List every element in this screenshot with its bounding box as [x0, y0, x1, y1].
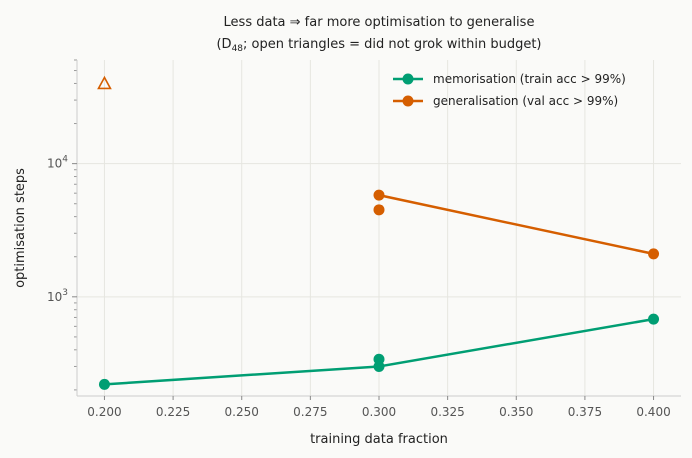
x-tick-labels: 0.200 0.225 0.250 0.275 0.300 0.325 0.350 0.375…	[87, 396, 671, 419]
title-line2-suffix: ; open triangles = did not grok within b…	[243, 37, 541, 52]
data-point	[648, 248, 660, 260]
chart-title-line2: (D48; open triangles = did not grok with…	[216, 37, 541, 54]
title-line2-subscript: 48	[232, 44, 244, 54]
x-tick-label: 0.225	[156, 405, 190, 419]
data-point	[373, 189, 385, 201]
y-tick-labels: 103 104	[47, 155, 77, 304]
data-point	[98, 378, 110, 390]
legend: memorisation (train acc > 99%) generalis…	[393, 72, 626, 108]
x-tick-label: 0.400	[636, 405, 670, 419]
series-layer	[97, 75, 660, 390]
x-tick-label: 0.375	[568, 405, 602, 419]
y-axis-label: optimisation steps	[13, 168, 28, 288]
x-tick-label: 0.325	[430, 405, 464, 419]
y-tick-label: 103	[47, 288, 68, 304]
legend-marker-generalisation	[402, 95, 414, 107]
grid	[77, 60, 681, 396]
data-point	[373, 204, 385, 216]
x-tick-label: 0.200	[87, 405, 121, 419]
chart-title-line1: Less data ⇒ far more optimisation to gen…	[224, 15, 535, 30]
x-tick-label: 0.300	[362, 405, 396, 419]
x-axis-label: training data fraction	[310, 432, 448, 447]
not-grokked-triangle	[97, 75, 112, 90]
x-tick-label: 0.350	[499, 405, 533, 419]
y-tick-label: 104	[47, 155, 68, 171]
series-line-1	[378, 193, 654, 256]
title-line2-prefix: (D	[216, 37, 231, 52]
x-tick-label: 0.275	[293, 405, 327, 419]
legend-marker-memorisation	[402, 73, 414, 85]
legend-label-generalisation: generalisation (val acc > 99%)	[433, 94, 618, 108]
data-point	[373, 353, 385, 365]
x-tick-label: 0.250	[225, 405, 259, 419]
legend-label-memorisation: memorisation (train acc > 99%)	[433, 72, 626, 86]
data-point	[648, 313, 660, 325]
